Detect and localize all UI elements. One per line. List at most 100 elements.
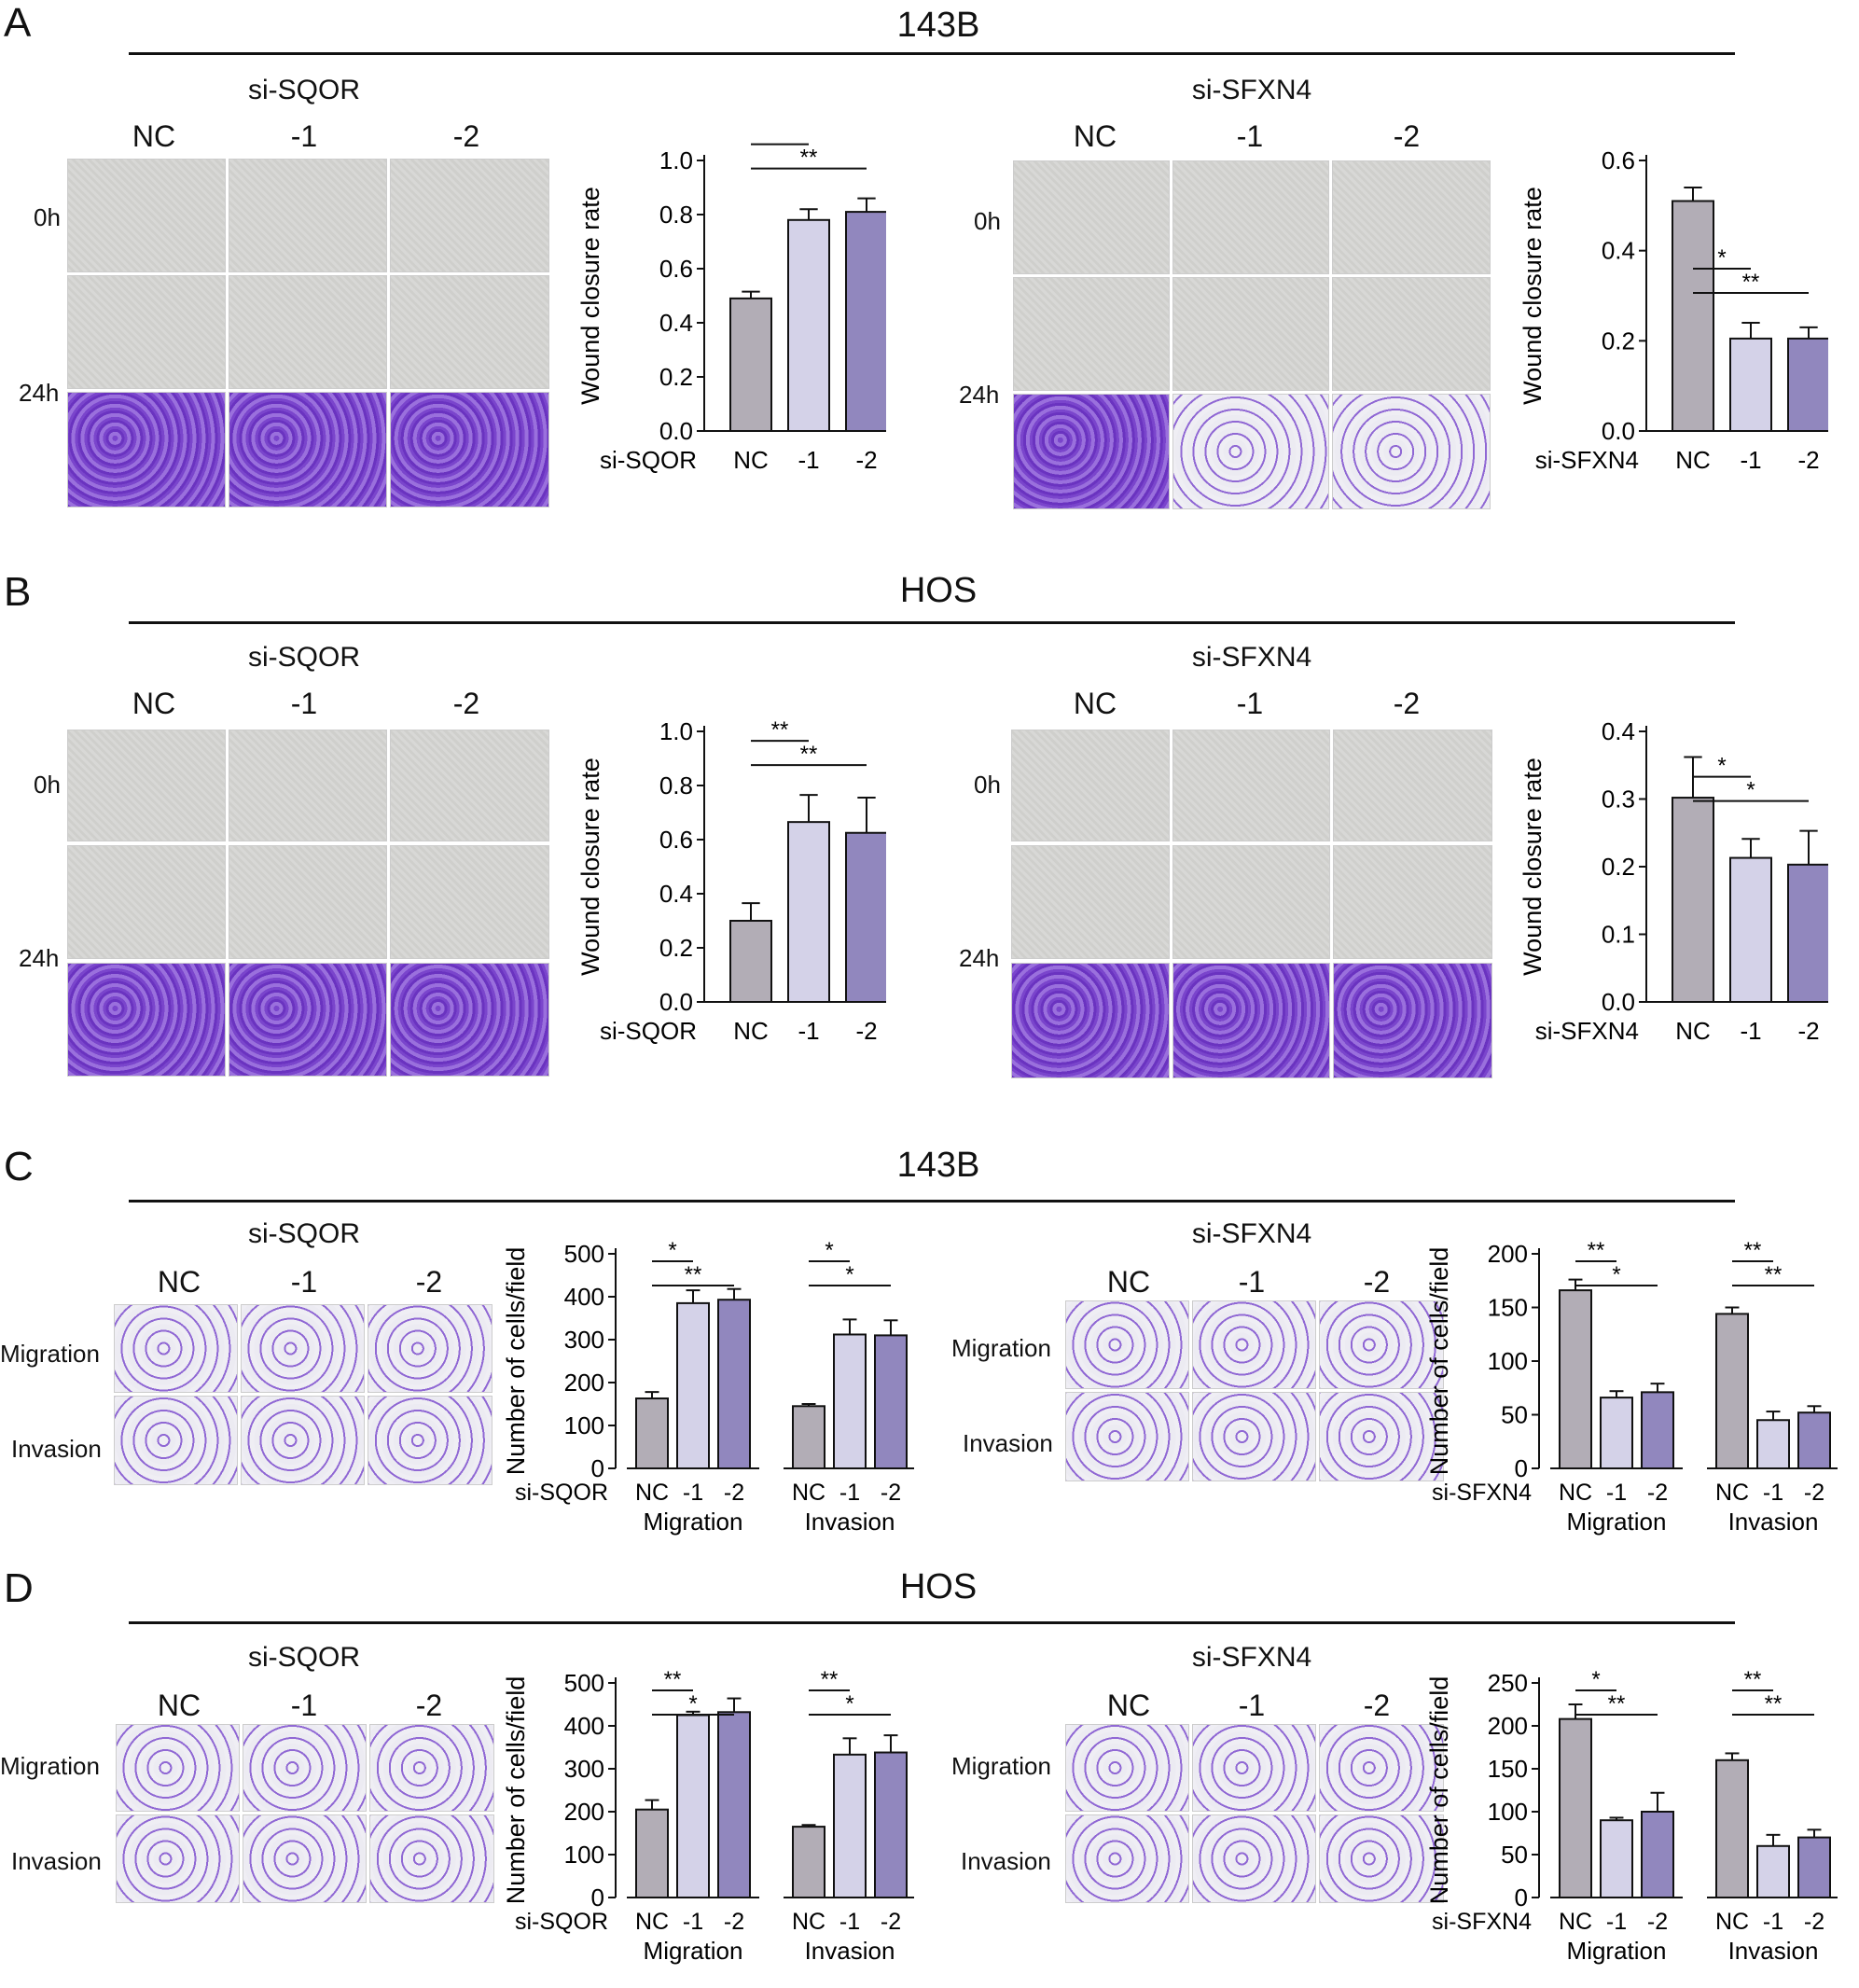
transwell-image (243, 1814, 367, 1903)
stained-image (229, 392, 387, 507)
y-tick-label: 150 (1488, 1294, 1528, 1322)
x-tick-label: -2 (881, 1480, 901, 1506)
bar (1641, 1391, 1674, 1470)
x-tick-label: -2 (1804, 1480, 1824, 1506)
significance-label: * (1591, 1670, 1600, 1692)
stained-image (390, 963, 549, 1077)
x-tick-label: NC (1559, 1480, 1592, 1506)
significance-label: ** (800, 146, 818, 171)
bar (1797, 1411, 1831, 1469)
bar (729, 920, 772, 1003)
y-axis-label: Wound closure rate (1520, 187, 1547, 405)
wound-image (1333, 845, 1492, 959)
x-tick-label: NC (733, 1017, 769, 1045)
bar (874, 1751, 908, 1898)
y-tick-label: 100 (564, 1411, 604, 1439)
significance-label: * (825, 1241, 833, 1263)
transwell-image (1192, 1724, 1316, 1812)
stained-image (390, 392, 549, 507)
panel-c-sfxn4-col-nc: NC (1106, 1265, 1151, 1299)
x-tick-label: -1 (1763, 1909, 1783, 1935)
panel-c-sfxn4-label: si-SFXN4 (1191, 1218, 1312, 1249)
x-tick-label: NC (1675, 446, 1711, 474)
y-tick-label: 100 (564, 1841, 604, 1869)
bar (635, 1808, 669, 1898)
y-axis-label: Wound closure rate (578, 187, 604, 405)
y-tick-label: 300 (564, 1755, 604, 1783)
bar (1729, 856, 1772, 1003)
x-tick-label: NC (1715, 1480, 1749, 1506)
significance-label: ** (1744, 1670, 1762, 1692)
significance-label: ** (821, 1670, 839, 1692)
transwell-image (368, 1304, 492, 1393)
bar (1672, 797, 1714, 1003)
transwell-image (369, 1724, 494, 1812)
stained-image (229, 963, 387, 1077)
x-group-label: si-SQOR (600, 1017, 697, 1045)
panel-b-sqor-image-grid (67, 730, 549, 1077)
significance-label: ** (1588, 1241, 1605, 1263)
chart-d-sfxn4: 0 50 100 150 200 250 Number of cells/field NC -1… (1427, 1670, 1838, 1965)
wound-image (67, 159, 226, 272)
x-group-name: Migration (1567, 1508, 1667, 1536)
y-tick-label: 1.0 (659, 146, 693, 174)
panel-a-sfxn4-col-2: -2 (1393, 119, 1421, 153)
transwell-image (1192, 1300, 1316, 1389)
y-axis-label: Number of cells/field (1427, 1247, 1453, 1476)
panel-d-sqor-col-2: -2 (415, 1689, 443, 1722)
panel-c-sqor-col-1: -1 (290, 1265, 318, 1299)
panel-c-sqor-image-grid (114, 1304, 492, 1485)
y-tick-label: 0 (1515, 1454, 1528, 1482)
transwell-image (1319, 1814, 1444, 1903)
bar (1756, 1844, 1790, 1899)
panel-d-sfxn4-col-nc: NC (1106, 1689, 1151, 1722)
transwell-image (369, 1814, 494, 1903)
bar (833, 1753, 867, 1898)
panel-a-sfxn4-label: si-SFXN4 (1191, 75, 1312, 105)
x-tick-label: NC (1675, 1017, 1711, 1045)
y-tick-label: 0 (1515, 1884, 1528, 1912)
x-tick-label: NC (1715, 1909, 1749, 1935)
bar (1559, 1717, 1592, 1898)
panel-a-rule (129, 52, 1735, 55)
y-axis-label: Wound closure rate (1520, 758, 1547, 976)
wound-image (1011, 730, 1170, 841)
bar (792, 1405, 825, 1469)
stained-image (1333, 963, 1492, 1078)
significance-label: ** (1765, 1262, 1783, 1287)
panel-c-sfxn4-image-grid (1065, 1300, 1444, 1481)
panel-b-sqor-col-1: -1 (290, 687, 318, 720)
panel-a-sqor-col-1: -1 (290, 119, 318, 153)
panel-a-sfxn4-row-24h: 24h (959, 381, 1000, 409)
x-tick-label: -1 (839, 1909, 860, 1935)
y-tick-label: 50 (1501, 1841, 1528, 1869)
wound-image (229, 159, 387, 272)
x-group-name: Migration (1567, 1937, 1667, 1965)
y-tick-label: 0.0 (659, 417, 693, 445)
bar (635, 1397, 669, 1470)
transwell-image (1319, 1392, 1444, 1481)
panel-d-sqor-label: si-SQOR (248, 1642, 360, 1673)
stained-image (1332, 394, 1491, 509)
panel-a-sfxn4-image-grid (1013, 160, 1491, 509)
panel-b-title: HOS (899, 571, 978, 610)
panel-letter-c: C (4, 1144, 34, 1189)
wound-image (1172, 730, 1330, 841)
panel-a-sfxn4-col-nc: NC (1073, 119, 1117, 153)
panel-d-sqor-image-grid (116, 1724, 494, 1903)
bar (1715, 1759, 1749, 1898)
bar (1787, 337, 1828, 433)
panel-a-sqor-row-0h: 0h (34, 203, 61, 231)
wound-image (390, 159, 549, 272)
y-tick-label: 500 (564, 1241, 604, 1268)
significance-label: * (1717, 245, 1726, 271)
x-group-name: Invasion (805, 1937, 895, 1965)
y-axis-label: Number of cells/field (504, 1676, 530, 1905)
transwell-image (116, 1814, 240, 1903)
significance-label: * (1612, 1262, 1620, 1287)
y-tick-label: 300 (564, 1326, 604, 1354)
wound-image (1172, 845, 1330, 959)
y-tick-label: 0.2 (659, 363, 693, 391)
panel-b-rule (129, 621, 1735, 624)
